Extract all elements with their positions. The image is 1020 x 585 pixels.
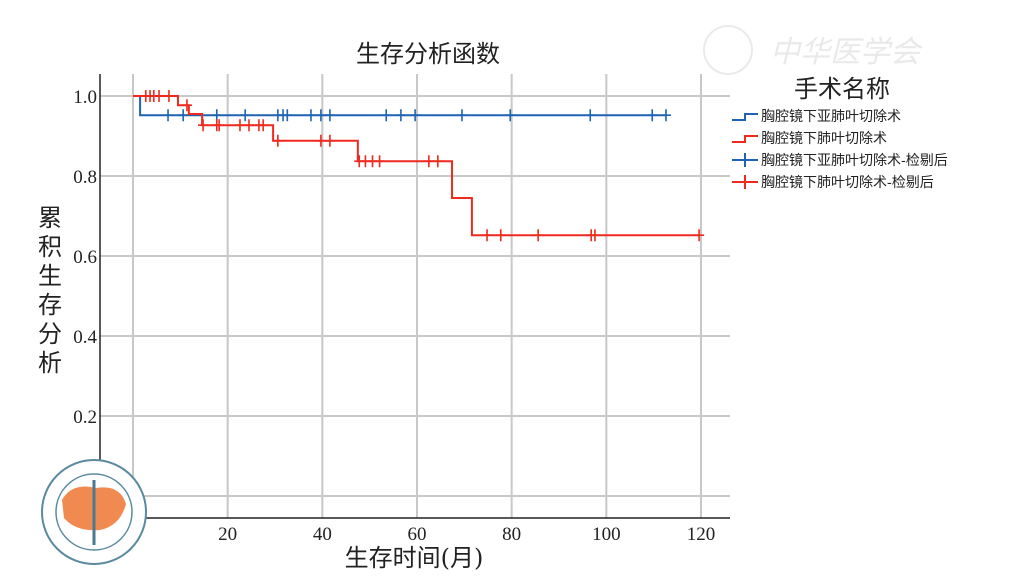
watermark-text: 中华医学会 xyxy=(770,35,923,70)
legend-censor-icon xyxy=(732,175,758,189)
legend-entry: 胸腔镜下肺叶切除术-检剔后 xyxy=(761,175,934,191)
censor-mark xyxy=(495,229,506,242)
x-axis-label: 生存时间(月) xyxy=(345,544,484,572)
cma-logo xyxy=(41,459,147,565)
censor-mark xyxy=(154,90,165,102)
censor-mark xyxy=(163,90,174,102)
y-label-char: 析 xyxy=(38,349,62,377)
censor-mark xyxy=(505,109,516,122)
censor-mark xyxy=(410,109,421,122)
y-tick-label: 0.6 xyxy=(73,247,97,268)
censor-mark xyxy=(305,109,316,122)
y-label-char: 累 xyxy=(38,204,62,232)
y-label-char: 分 xyxy=(38,320,62,348)
y-tick-label: 1.0 xyxy=(73,87,97,108)
watermark-top: 中华医学会 xyxy=(703,25,923,75)
censor-mark xyxy=(258,119,269,132)
censor-mark xyxy=(694,229,705,242)
legend-censor-icon xyxy=(732,153,758,167)
censor-mark xyxy=(198,119,209,132)
survival-line-0 xyxy=(133,95,666,117)
censor-mark xyxy=(315,134,326,147)
y-tick-label: 0.2 xyxy=(73,407,97,428)
censor-mark xyxy=(589,229,600,242)
legend-entry: 胸腔镜下亚肺叶切除术 xyxy=(761,109,901,125)
censor-mark xyxy=(178,109,189,122)
x-tick-label: 100 xyxy=(592,524,621,545)
y-label-char: 生 xyxy=(38,262,62,290)
censor-mark xyxy=(324,134,335,147)
y-tick-label: 0.8 xyxy=(73,167,97,188)
legend-step-icon xyxy=(732,113,758,121)
censor-mark xyxy=(234,119,245,132)
legend-entry: 胸腔镜下亚肺叶切除术-检剔后 xyxy=(761,153,948,169)
x-tick-label: 40 xyxy=(313,524,332,545)
x-tick-label: 20 xyxy=(218,524,237,545)
legend-step-icon xyxy=(732,135,758,143)
y-label-char: 积 xyxy=(38,233,62,261)
x-tick-label: 80 xyxy=(502,524,521,545)
legend-entry: 胸腔镜下肺叶切除术 xyxy=(761,131,887,147)
y-label-char: 存 xyxy=(38,291,62,319)
censor-mark xyxy=(315,109,326,122)
censor-mark xyxy=(381,109,392,122)
censor-mark xyxy=(272,134,283,147)
censor-mark xyxy=(240,109,251,122)
censor-mark xyxy=(482,229,493,242)
censor-mark xyxy=(243,119,254,132)
censor-mark xyxy=(181,99,192,112)
grid xyxy=(100,74,730,518)
censor-mark xyxy=(374,155,385,168)
x-tick-label: 120 xyxy=(687,524,716,545)
censor-mark xyxy=(324,109,335,122)
censor-mark xyxy=(533,229,544,242)
axes: 0204060801001200.00.20.40.60.81.0 xyxy=(73,74,730,545)
censor-mark xyxy=(456,109,467,122)
censor-mark xyxy=(395,109,406,122)
censor-mark xyxy=(585,109,596,122)
censor-mark xyxy=(660,109,671,122)
legend-title: 手术名称 xyxy=(794,75,890,103)
censor-mark xyxy=(432,155,443,168)
censor-mark xyxy=(423,155,434,168)
chart-title: 生存分析函数 xyxy=(356,40,500,68)
censor-mark xyxy=(282,109,293,122)
censor-mark xyxy=(647,109,658,122)
watermark-seal-icon xyxy=(703,25,753,75)
censor-mark xyxy=(163,109,174,122)
x-tick-label: 60 xyxy=(408,524,427,545)
series xyxy=(133,90,705,242)
y-tick-label: 0.4 xyxy=(73,327,97,348)
legend: 手术名称胸腔镜下亚肺叶切除术胸腔镜下肺叶切除术胸腔镜下亚肺叶切除术-检剔后胸腔镜… xyxy=(732,75,948,191)
censor-mark xyxy=(214,119,225,132)
